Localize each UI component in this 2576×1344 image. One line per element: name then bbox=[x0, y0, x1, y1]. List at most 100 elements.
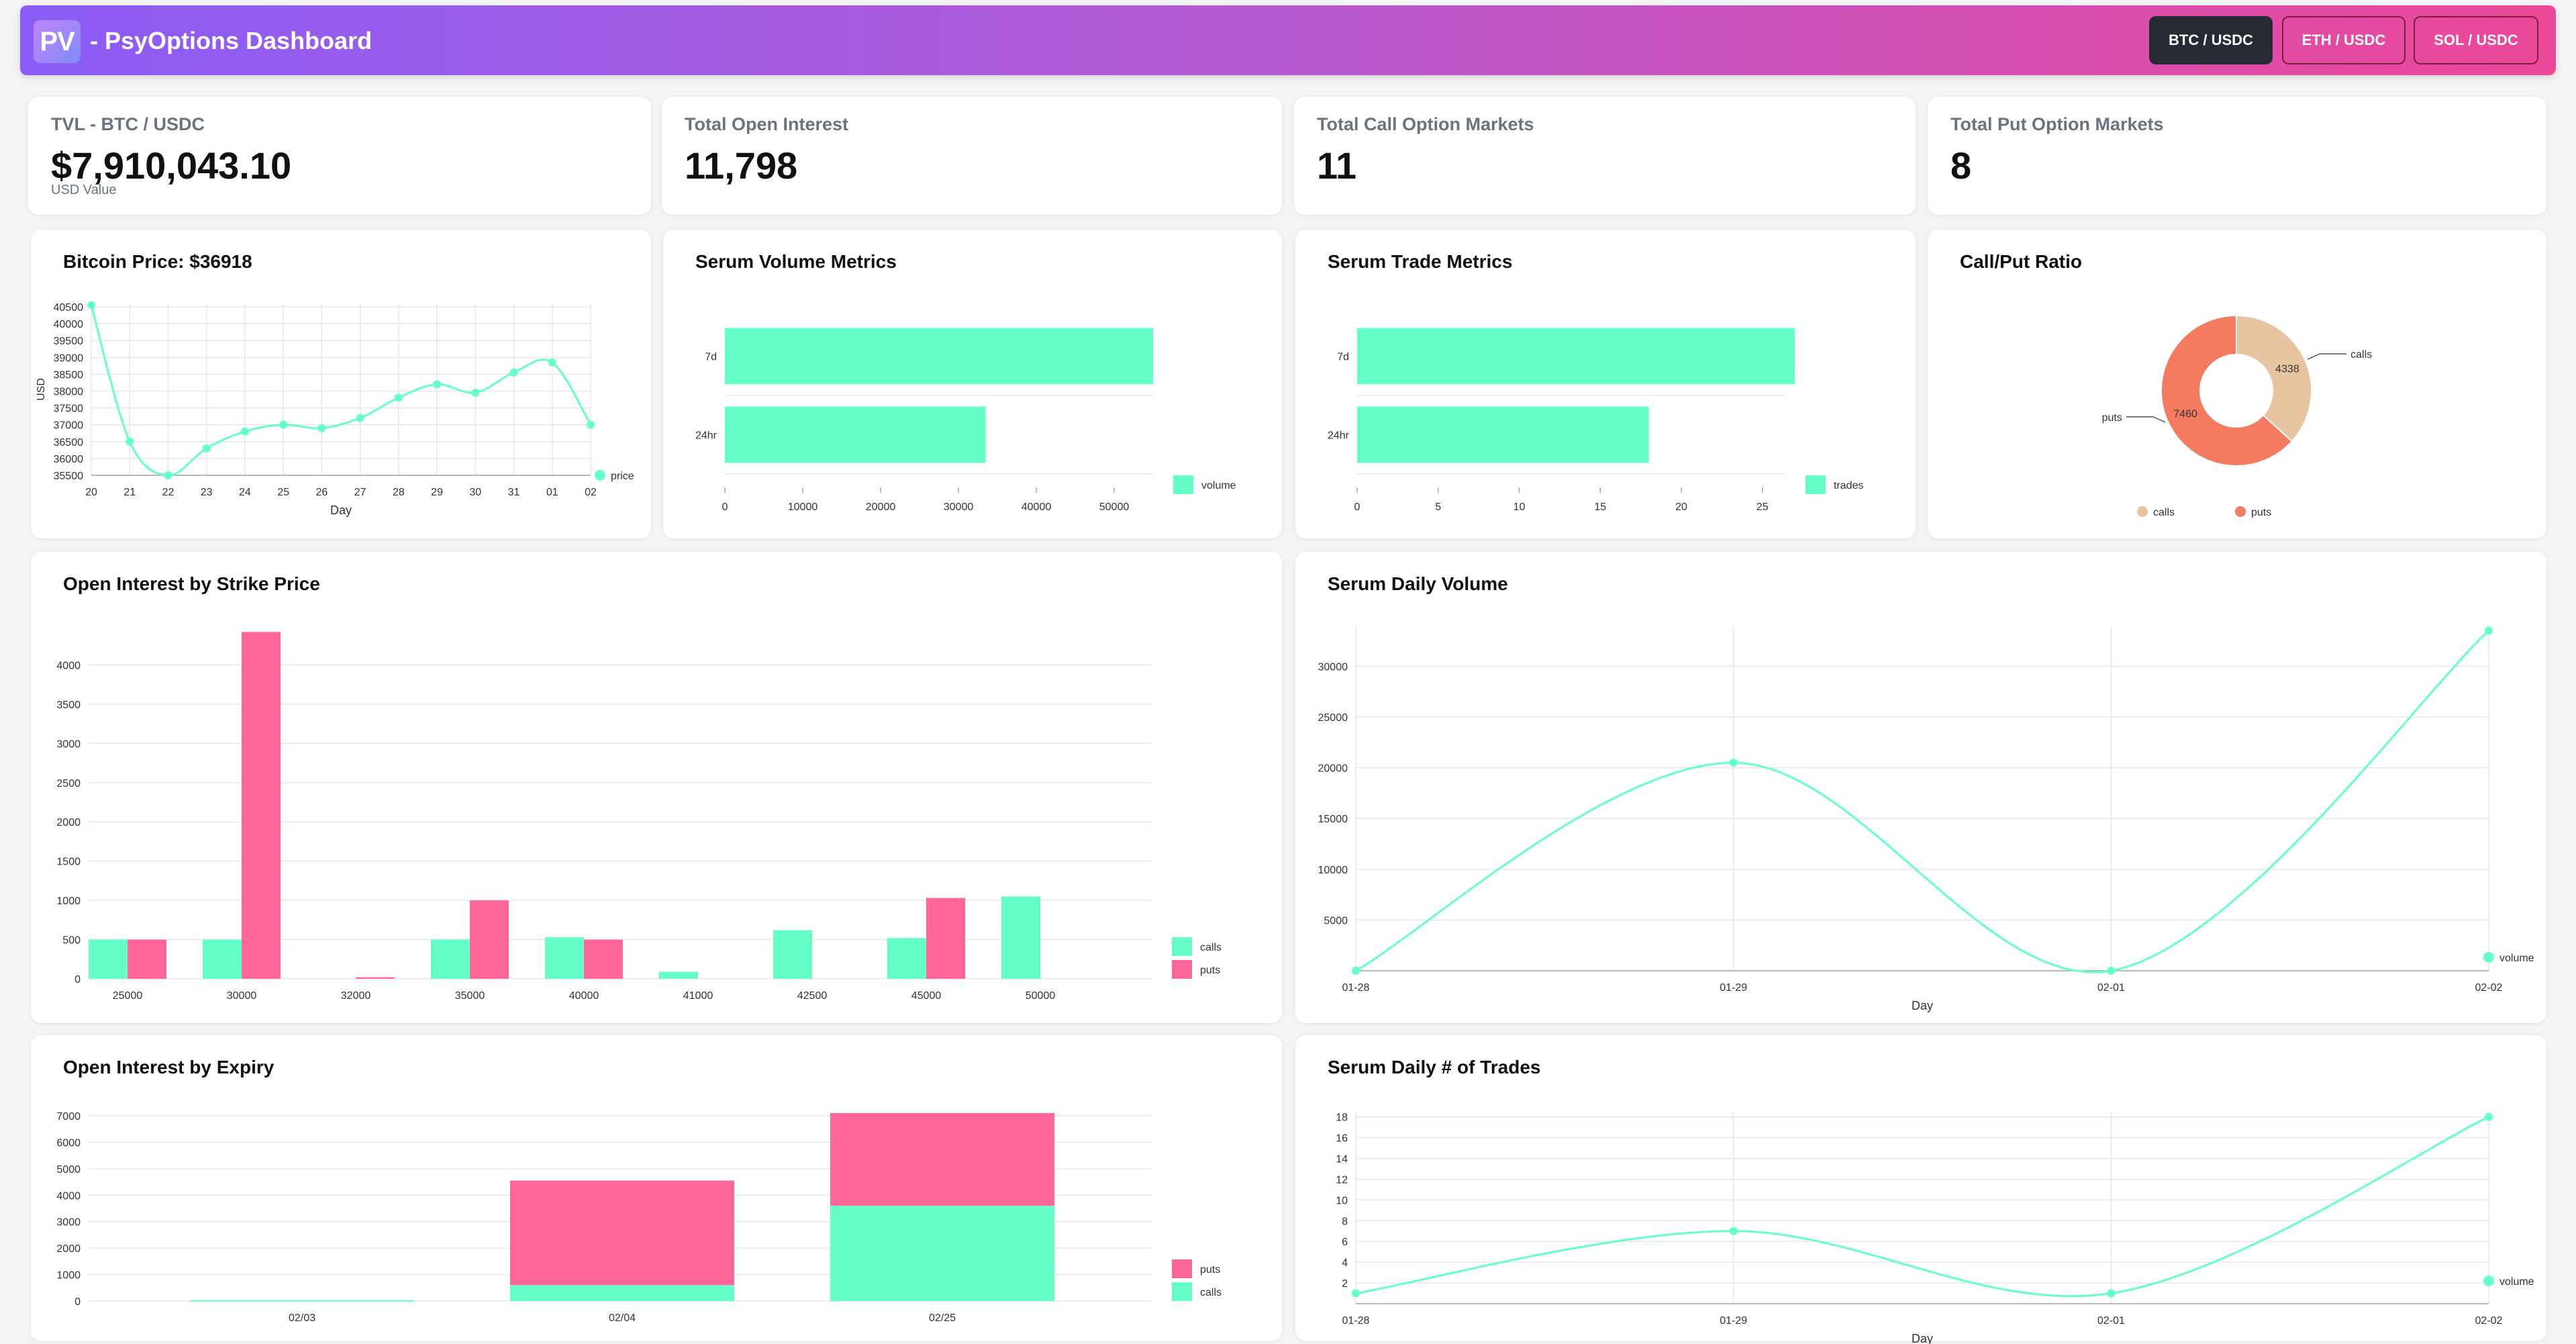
y-tick-label: 18 bbox=[1336, 1112, 1348, 1124]
bitcoin-price-chart: 35500 36000 36500 37000 37500 38000 38500 39000… bbox=[36, 301, 634, 517]
bar-calls bbox=[89, 939, 128, 979]
x-tick-label: 01-28 bbox=[1342, 1315, 1370, 1327]
pair-button-eth[interactable]: ETH / USDC bbox=[2282, 16, 2406, 64]
chart-card-bitcoin-price: Bitcoin Price: $36918 35500 36000 36500 370… bbox=[31, 230, 651, 538]
x-tick-label: 0 bbox=[1354, 501, 1360, 513]
pie-label-line bbox=[2307, 353, 2347, 360]
x-tick-label: 27 bbox=[354, 487, 366, 498]
legend-swatch bbox=[1172, 1259, 1192, 1278]
chart-title: Serum Daily # of Trades bbox=[1328, 1057, 1541, 1077]
chart-title: Open Interest by Expiry bbox=[63, 1057, 275, 1077]
y-tick-label: 35500 bbox=[54, 471, 84, 482]
y-tick-label: 2000 bbox=[56, 1243, 81, 1255]
x-tick-label: 31 bbox=[508, 487, 520, 498]
bar-calls bbox=[773, 930, 812, 979]
x-tick-label: 5 bbox=[1435, 501, 1441, 513]
y-tick-label: 5000 bbox=[1324, 915, 1348, 926]
y-tick-label: 24hr bbox=[1328, 430, 1350, 442]
legend-swatch bbox=[2483, 952, 2494, 963]
x-tick-label: 30 bbox=[469, 487, 481, 498]
y-tick-label: 1500 bbox=[56, 857, 81, 868]
x-tick-label: 02/03 bbox=[289, 1312, 315, 1324]
y-tick-label: 16 bbox=[1336, 1133, 1348, 1145]
bar-calls bbox=[830, 1206, 1054, 1301]
y-tick-label: 4000 bbox=[56, 660, 81, 671]
pair-button-btc[interactable]: BTC / USDC bbox=[2149, 16, 2273, 64]
pair-button-sol[interactable]: SOL / USDC bbox=[2414, 16, 2538, 64]
pie-label-line bbox=[2126, 416, 2166, 423]
x-tick-label: 02/04 bbox=[609, 1312, 636, 1324]
chart-title: Open Interest by Strike Price bbox=[63, 573, 320, 594]
y-tick-label: 38000 bbox=[54, 387, 84, 398]
y-tick-label: 6 bbox=[1342, 1237, 1348, 1248]
legend-label: puts bbox=[1200, 965, 1220, 976]
stat-value: 11 bbox=[1317, 144, 1357, 187]
x-tick-label: 25 bbox=[277, 487, 289, 498]
x-tick-label: 10000 bbox=[788, 501, 818, 513]
x-tick-label: 29 bbox=[431, 487, 443, 498]
y-tick-label: 37500 bbox=[54, 403, 84, 415]
stat-value: 11,798 bbox=[685, 144, 798, 187]
y-axis-label: USD bbox=[36, 378, 47, 401]
y-tick-label: 6000 bbox=[56, 1137, 81, 1149]
x-tick-label: 15 bbox=[1594, 501, 1606, 513]
data-point bbox=[317, 424, 326, 432]
data-point bbox=[509, 368, 518, 377]
y-tick-label: 25000 bbox=[1318, 712, 1348, 724]
x-tick-label: 25 bbox=[1756, 501, 1769, 513]
bar-calls bbox=[545, 937, 584, 979]
y-tick-label: 10000 bbox=[1318, 865, 1348, 876]
x-tick-label: 23 bbox=[201, 487, 213, 498]
x-axis-label: Day bbox=[330, 503, 352, 517]
x-tick-label: 25000 bbox=[113, 990, 143, 1002]
y-tick-label: 40000 bbox=[54, 319, 84, 330]
legend-swatch bbox=[2483, 1276, 2494, 1286]
series-line bbox=[1355, 1116, 2489, 1298]
y-tick-label: 3500 bbox=[56, 700, 81, 711]
legend-label: calls bbox=[1200, 942, 1222, 953]
chart-card-call-put-ratio: Call/Put Ratio 4338 calls 7460 puts calls put… bbox=[1928, 230, 2546, 538]
legend-swatch bbox=[1805, 475, 1826, 494]
x-tick-label: 30000 bbox=[944, 501, 974, 513]
stat-card-put-markets: Total Put Option Markets 8 bbox=[1928, 97, 2546, 215]
y-tick-label: 2000 bbox=[56, 817, 81, 828]
y-tick-label: 14 bbox=[1336, 1154, 1348, 1165]
stat-label: Total Call Option Markets bbox=[1317, 114, 1534, 134]
y-tick-label: 15000 bbox=[1318, 814, 1348, 825]
x-tick-label: 50000 bbox=[1026, 990, 1056, 1002]
x-tick-label: 01-29 bbox=[1720, 1315, 1747, 1327]
app-title: - PsyOptions Dashboard bbox=[90, 27, 373, 54]
x-tick-label: 28 bbox=[393, 487, 405, 498]
y-tick-label: 40500 bbox=[54, 302, 84, 314]
data-point bbox=[587, 420, 595, 429]
legend-label: calls bbox=[1200, 1287, 1222, 1298]
data-point bbox=[1729, 759, 1738, 767]
data-point bbox=[1352, 967, 1360, 975]
data-point bbox=[394, 393, 403, 402]
x-tick-label: 32000 bbox=[341, 990, 371, 1002]
y-tick-label: 3000 bbox=[56, 1217, 81, 1229]
data-point bbox=[2107, 1289, 2116, 1298]
bar-calls bbox=[1001, 896, 1040, 979]
x-tick-label: 24 bbox=[239, 487, 251, 498]
app-logo: PV bbox=[34, 20, 81, 63]
y-tick-label: 4 bbox=[1342, 1257, 1348, 1269]
y-tick-label: 36000 bbox=[54, 454, 84, 465]
app-header: PV - PsyOptions Dashboard BTC / USDC ETH… bbox=[20, 5, 2556, 75]
y-tick-label: 1000 bbox=[56, 896, 81, 907]
chart-title: Serum Daily Volume bbox=[1328, 573, 1508, 594]
y-tick-label: 24hr bbox=[695, 430, 717, 442]
x-tick-label: 01-29 bbox=[1720, 982, 1747, 994]
bar-calls bbox=[431, 939, 470, 979]
serum-daily-trades-chart: 2 4 6 8 10 12 14 16 18 01-28 01-29 02-01 02-02 Day vol… bbox=[1336, 1112, 2534, 1344]
bar bbox=[725, 328, 1153, 385]
y-tick-label: 4000 bbox=[56, 1190, 81, 1202]
x-tick-label: 45000 bbox=[911, 990, 942, 1002]
x-tick-label: 02-01 bbox=[2097, 1315, 2125, 1327]
y-tick-label: 1000 bbox=[56, 1270, 81, 1282]
bar-calls bbox=[659, 971, 698, 979]
stat-card-tvl: TVL - BTC / USDC $7,910,043.10 USD Value bbox=[28, 97, 651, 215]
y-tick-label: 500 bbox=[62, 935, 81, 947]
oi-strike-chart: 0 500 1000 1500 2000 2500 3000 3500 4000 25000 300… bbox=[56, 632, 1222, 1002]
y-tick-label: 38500 bbox=[54, 369, 84, 381]
